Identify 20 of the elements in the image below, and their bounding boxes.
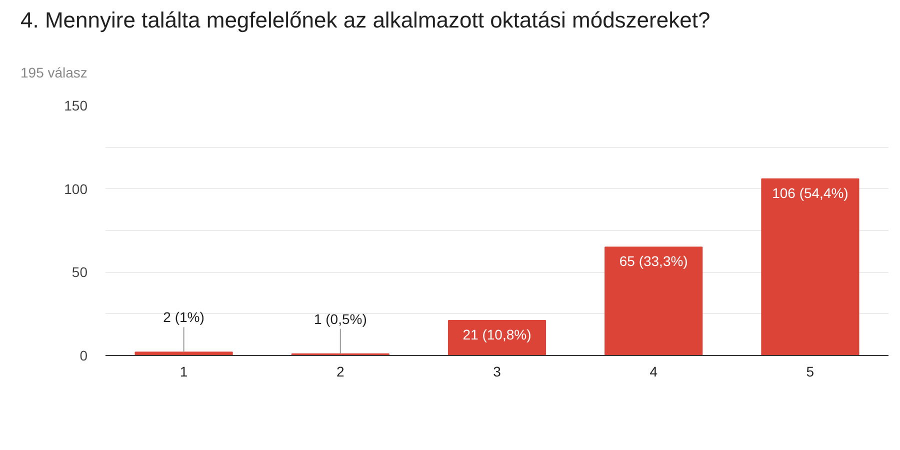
chart-title: 4. Mennyire találta megfelelőnek az alkalmazott oktatási módszereket? <box>20 8 710 32</box>
data-label: 1 (0,5%) <box>314 310 367 327</box>
x-tick-label: 4 <box>650 364 658 380</box>
data-label: 106 (54,4%) <box>772 184 848 201</box>
y-tick-label: 50 <box>72 264 88 280</box>
x-tick-label: 5 <box>806 364 814 380</box>
bar <box>604 246 703 356</box>
y-tick-label: 150 <box>64 98 88 114</box>
data-label: 65 (33,3%) <box>619 253 688 270</box>
y-tick-label: 100 <box>64 180 88 197</box>
x-tick-label: 2 <box>336 364 345 380</box>
bar <box>761 178 860 356</box>
data-label: 21 (10,8%) <box>462 326 532 342</box>
data-label: 2 (1%) <box>163 309 204 326</box>
x-tick-label: 1 <box>180 364 188 380</box>
y-tick-label: 0 <box>80 348 88 364</box>
bar <box>134 352 233 356</box>
chart-subtitle: 195 válasz <box>20 64 88 80</box>
x-tick-label: 3 <box>493 364 502 380</box>
bar <box>448 320 546 356</box>
